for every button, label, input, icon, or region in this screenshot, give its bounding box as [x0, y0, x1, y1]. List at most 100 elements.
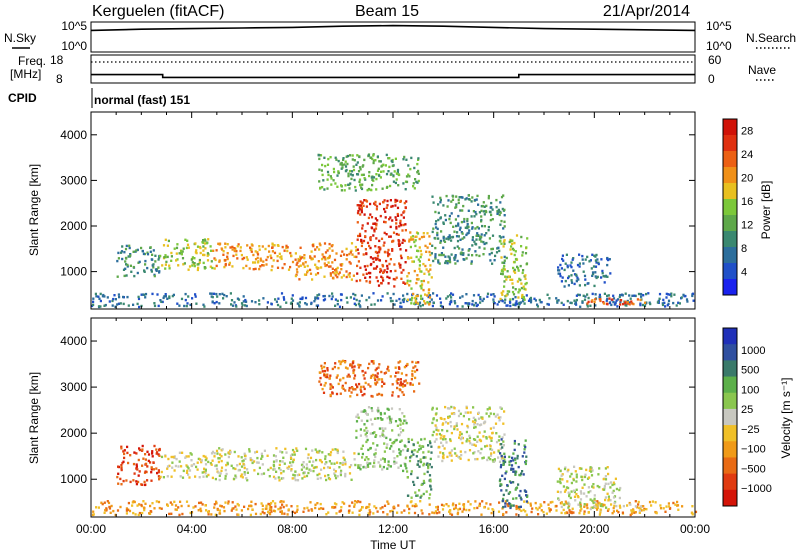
power-cell: [304, 261, 307, 264]
velocity-cell: [343, 458, 346, 461]
power-cell: [517, 291, 520, 294]
velocity-cell: [519, 496, 522, 499]
velocity-cell: [393, 457, 396, 460]
velocity-cell: [369, 446, 372, 450]
power-cell: [405, 175, 409, 178]
velocity-cell: [639, 505, 643, 508]
velocity-cell: [302, 461, 305, 464]
velocity-cell: [512, 497, 515, 500]
power-cell: [302, 263, 305, 266]
velocity-cell: [523, 500, 526, 503]
power-cell: [665, 292, 668, 296]
velocity-cell: [290, 469, 293, 472]
power-cell: [526, 237, 529, 240]
velocity-cell: [566, 470, 569, 473]
nave-label: Nave: [748, 63, 776, 77]
velocity-cell: [371, 409, 374, 413]
power-cell: [256, 253, 260, 256]
power-cell: [249, 246, 252, 249]
velocity-cell: [445, 441, 448, 444]
velocity-cell: [450, 431, 453, 435]
velocity-cell: [381, 506, 384, 509]
power-cell: [140, 246, 143, 250]
velocity-cell: [174, 508, 177, 511]
power-cell: [383, 231, 386, 235]
velocity-cell: [440, 434, 443, 437]
velocity-cell: [416, 441, 419, 444]
velocity-cell: [289, 456, 293, 460]
velocity-cell: [228, 452, 231, 455]
power-cell: [291, 299, 295, 302]
velocity-cell: [281, 451, 284, 454]
velocity-cell: [477, 450, 480, 453]
velocity-cell: [583, 503, 586, 506]
power-cell: [392, 277, 395, 281]
power-cell: [590, 267, 593, 270]
power-cell: [534, 299, 537, 302]
power-cell: [385, 172, 389, 176]
velocity-cell: [503, 433, 506, 436]
velocity-cell: [572, 511, 575, 514]
power-cell: [189, 303, 192, 307]
power-cell: [256, 251, 259, 254]
power-cell: [558, 272, 562, 275]
power-cell: [477, 234, 480, 237]
velocity-cell: [135, 452, 138, 455]
power-cell: [521, 299, 525, 303]
power-cell: [211, 300, 214, 303]
velocity-cell: [162, 476, 165, 479]
velocity-cell: [458, 436, 461, 439]
power-cell: [258, 267, 261, 271]
velocity-cell: [515, 497, 518, 500]
power-cell: [455, 235, 459, 238]
power-cell: [411, 235, 414, 238]
velocity-cell: [429, 480, 432, 483]
velocity-cell: [359, 364, 362, 367]
velocity-cell: [524, 510, 527, 513]
velocity-cell: [485, 502, 488, 505]
velocity-ytick-label: 4000: [60, 334, 87, 348]
power-cell: [509, 278, 512, 281]
velocity-cell: [196, 468, 199, 471]
power-cell: [391, 164, 394, 168]
velocity-cell: [422, 462, 426, 466]
power-cell: [204, 239, 207, 242]
power-cell: [359, 200, 362, 203]
power-cell: [386, 275, 389, 279]
velocity-cell: [381, 427, 384, 430]
velocity-cell: [431, 408, 434, 411]
power-cell: [692, 299, 695, 302]
power-cell: [345, 258, 348, 261]
power-cell: [533, 297, 536, 300]
velocity-cell: [567, 491, 570, 494]
velocity-cell: [180, 504, 183, 508]
velocity-cell: [305, 474, 309, 478]
velocity-cell: [205, 509, 208, 512]
velocity-cell: [511, 456, 514, 460]
velocity-cell: [106, 500, 109, 503]
power-cell: [471, 254, 474, 257]
freq-label: Freq.: [18, 54, 46, 68]
velocity-cell: [604, 467, 607, 470]
velocity-cell: [542, 510, 545, 514]
velocity-cell: [263, 449, 266, 452]
velocity-cell: [587, 511, 590, 514]
velocity-cell: [501, 474, 504, 477]
power-cell: [524, 274, 527, 277]
velocity-cell: [419, 496, 422, 499]
velocity-cell: [350, 391, 353, 394]
power-cell: [437, 237, 440, 240]
power-cell: [691, 292, 695, 295]
velocity-cell: [389, 510, 392, 513]
power-cell: [416, 232, 420, 235]
velocity-cell: [357, 452, 360, 456]
power-cell: [242, 300, 245, 303]
power-cell: [185, 304, 188, 308]
velocity-cell: [557, 467, 560, 471]
power-cell: [503, 220, 506, 223]
velocity-cell: [199, 507, 202, 510]
velocity-cell: [406, 449, 409, 452]
power-colorbar-swatch: [723, 247, 737, 264]
power-cell: [482, 253, 485, 256]
